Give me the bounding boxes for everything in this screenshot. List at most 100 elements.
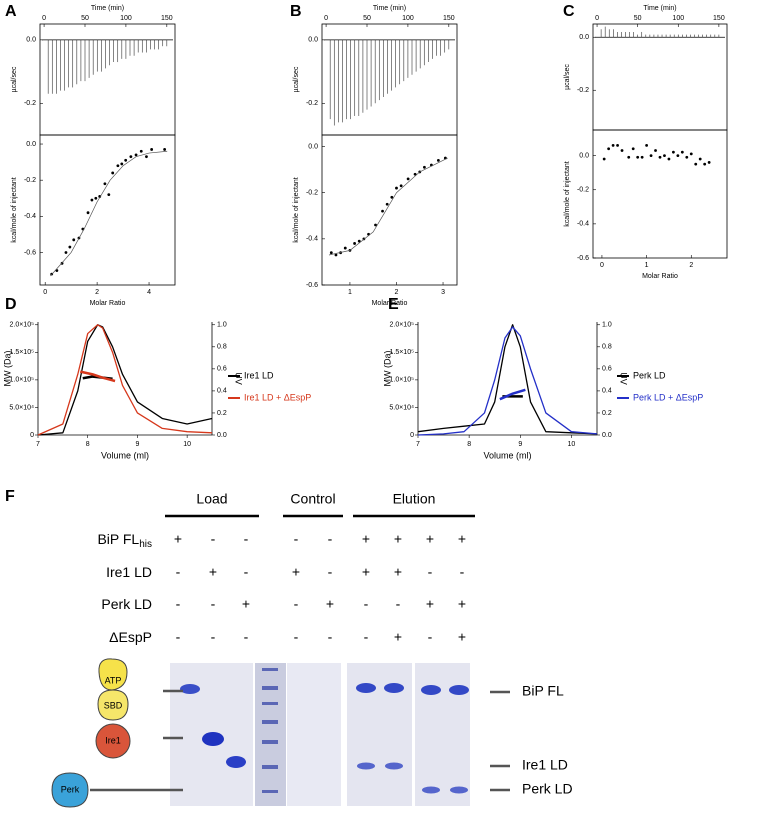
panel-letter: F — [5, 488, 15, 505]
cell: - — [211, 531, 216, 547]
data-point — [343, 246, 347, 250]
data-point — [395, 186, 398, 190]
y2-tick-label: 0.2 — [602, 410, 612, 417]
y-axis-title: kcal/mole of injectant — [11, 177, 18, 242]
x-tick-label: 50 — [81, 15, 89, 22]
y-tick-label: 5.0×10⁴ — [9, 404, 34, 411]
x-tick-label: 4 — [147, 289, 151, 296]
data-point — [406, 177, 410, 181]
data-point — [72, 238, 76, 242]
data-point — [116, 164, 120, 168]
y-tick-label: 5.0×10⁴ — [389, 404, 414, 411]
x-tick-label: 9 — [518, 441, 522, 448]
data-point — [353, 242, 356, 245]
data-point — [129, 155, 133, 159]
group-label: Control — [290, 491, 335, 507]
panel-letter: B — [290, 3, 302, 20]
y-axis-title: MW (Da) — [2, 351, 12, 387]
data-point — [676, 154, 680, 158]
y-tick-label: -0.2 — [24, 100, 36, 107]
data-point — [611, 143, 615, 147]
data-point — [94, 196, 98, 200]
plot-frame — [592, 129, 728, 259]
uv-trace — [417, 326, 598, 436]
y2-tick-label: 1.0 — [602, 322, 612, 329]
x-tick-label: 1 — [348, 289, 352, 296]
cell: + — [362, 531, 370, 547]
y-tick-label: -0.4 — [24, 213, 36, 220]
data-point — [423, 165, 426, 169]
data-point — [694, 162, 698, 166]
data-point — [703, 162, 707, 166]
data-point — [150, 148, 154, 151]
y-tick-label: 0.0 — [308, 37, 318, 44]
y2-axis-title: UV — [234, 372, 244, 385]
uv-trace — [37, 324, 213, 436]
y2-axis-title: UV — [619, 372, 629, 385]
y-tick-label: 1.5×10⁵ — [389, 349, 414, 356]
cell: - — [294, 629, 299, 645]
y2-tick-label: 0.2 — [217, 410, 227, 417]
data-point — [399, 184, 403, 188]
x-tick-label: 0 — [595, 15, 599, 22]
plot-frame — [592, 23, 728, 131]
cell: - — [294, 531, 299, 547]
y-tick-label: 2.0×10⁵ — [389, 322, 414, 329]
x-axis-title: Time (min) — [373, 5, 406, 12]
protein-icons — [51, 658, 131, 808]
y2-tick-label: 1.0 — [217, 322, 227, 329]
icon-label: ATP — [105, 675, 122, 685]
cell: - — [328, 629, 333, 645]
data-point — [357, 239, 361, 243]
data-point — [627, 155, 631, 159]
y2-tick-label: 0.4 — [602, 388, 612, 395]
uv-trace — [417, 324, 598, 435]
cell: - — [364, 629, 369, 645]
data-point — [602, 157, 606, 161]
x-axis-title: Time (min) — [91, 5, 124, 12]
y-tick-label: -0.6 — [577, 255, 589, 262]
x-tick-label: 9 — [135, 441, 139, 448]
cell: - — [244, 629, 249, 645]
x-tick-label: 2 — [95, 289, 99, 296]
data-point — [645, 143, 648, 147]
cell: + — [242, 596, 250, 612]
y-tick-label: -0.4 — [577, 221, 589, 228]
x-tick-label: 0 — [43, 289, 47, 296]
row-label-text: BiP FL — [97, 531, 139, 547]
x-axis-title: Molar Ratio — [90, 300, 126, 307]
data-point — [385, 202, 389, 206]
data-point — [663, 154, 666, 158]
data-point — [636, 155, 640, 159]
data-point — [334, 253, 338, 257]
data-point — [631, 147, 635, 151]
data-point — [640, 155, 644, 159]
cell: - — [328, 531, 333, 547]
cell: + — [362, 564, 370, 580]
data-point — [680, 150, 684, 154]
band-label: Ire1 LD — [522, 757, 568, 773]
row-label-text: Perk LD — [101, 596, 152, 612]
cell: - — [364, 596, 369, 612]
y-tick-label: -0.2 — [24, 177, 36, 184]
panel-letter: D — [5, 296, 17, 313]
group-label: Elution — [393, 491, 436, 507]
data-point — [649, 154, 653, 158]
cell: + — [292, 564, 300, 580]
x-tick-label: 7 — [36, 441, 40, 448]
legend-label: Perk LD + ΔEspP — [633, 392, 703, 402]
row-label: BiP FLhis — [97, 531, 152, 550]
x-tick-label: 10 — [183, 441, 191, 448]
data-point — [329, 251, 333, 255]
x-tick-label: 0 — [600, 262, 604, 269]
x-axis-title: Molar Ratio — [642, 273, 678, 280]
x-tick-label: 3 — [441, 289, 445, 296]
y-tick-label: -0.6 — [306, 282, 318, 289]
y-axis-title: µcal/sec — [293, 66, 300, 92]
legend-label: Ire1 LD + ΔEspP — [244, 392, 311, 402]
y2-tick-label: 0.6 — [602, 366, 612, 373]
data-point — [698, 157, 702, 161]
data-point — [390, 195, 394, 199]
x-tick-label: 2 — [689, 262, 693, 269]
